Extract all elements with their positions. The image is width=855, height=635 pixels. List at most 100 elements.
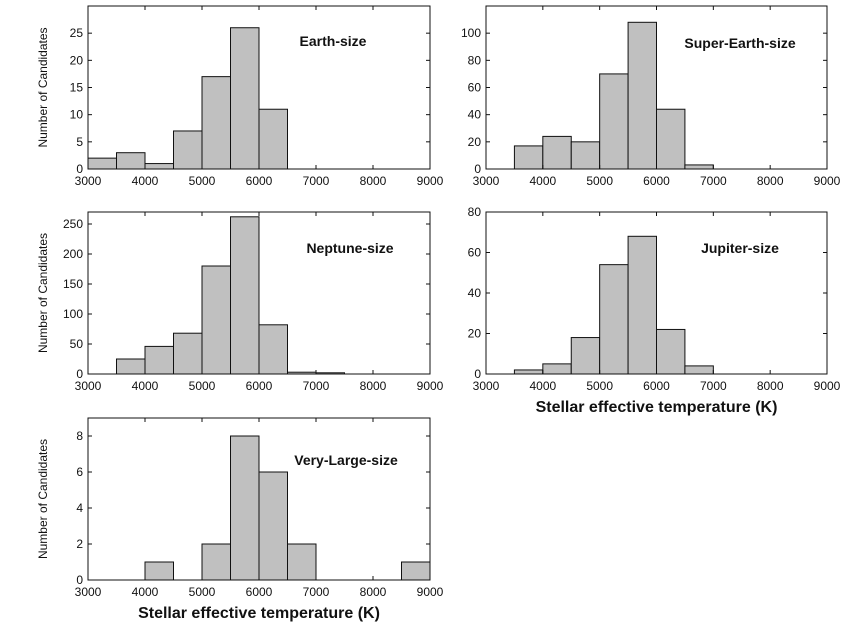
panel-2-x-tick-label: 9000	[814, 174, 841, 188]
panel-4-bar	[542, 363, 572, 375]
panel-4-x-tick-label: 9000	[814, 379, 841, 393]
panel-3-y-tick-label: 0	[76, 367, 83, 381]
panel-4-x-tick-label: 3000	[473, 379, 500, 393]
panel-3-bar	[144, 345, 174, 375]
panel-3-x-tick-label: 9000	[417, 379, 444, 393]
panel-1-x-tick-label: 9000	[417, 174, 444, 188]
panel-3-title: Neptune-size	[306, 240, 393, 256]
panel-2-x-tick-label: 4000	[529, 174, 556, 188]
panel-4-x-tick-label: 4000	[529, 379, 556, 393]
panel-5-bar	[287, 543, 317, 581]
panel-5-x-tick-label: 4000	[132, 585, 159, 599]
panel-2-bar	[627, 21, 657, 170]
panel-1-y-tick-label: 20	[70, 53, 84, 67]
panel-3-bar	[258, 324, 288, 375]
panel-5-x-tick-label: 6000	[246, 585, 273, 599]
panel-1-x-tick-label: 8000	[360, 174, 387, 188]
panel-2-title: Super-Earth-size	[684, 35, 795, 51]
panel-5-title: Very-Large-size	[294, 452, 398, 468]
panel-2-bar	[599, 73, 629, 170]
panel-3-x-tick-label: 3000	[75, 379, 102, 393]
panel-5-bar	[230, 435, 260, 581]
panel-4-bar	[599, 264, 629, 375]
panel-3-bar	[116, 358, 146, 375]
panel-3-bar	[230, 216, 260, 375]
panel-3-bar	[173, 332, 203, 375]
panel-3-y-tick-label: 200	[63, 247, 83, 261]
panel-4-y-tick-label: 80	[468, 205, 482, 219]
panel-1-bar	[230, 27, 260, 170]
panel-2-x-tick-label: 5000	[586, 174, 613, 188]
panel-5-y-tick-label: 6	[76, 465, 83, 479]
panel-5-x-tick-label: 3000	[75, 585, 102, 599]
panel-1-bar	[173, 130, 203, 170]
panel-5-bar	[258, 471, 288, 581]
panel-2-y-tick-label: 40	[468, 108, 482, 122]
panel-2-y-tick-label: 20	[468, 135, 482, 149]
panel-5-y-tick-label: 8	[76, 429, 83, 443]
panel-1-title: Earth-size	[300, 33, 367, 49]
panel-2-x-tick-label: 8000	[757, 174, 784, 188]
panel-4-bar	[570, 337, 601, 375]
panel-4-x-axis-label: Stellar effective temperature (K)	[536, 399, 778, 416]
panel-1-y-tick-label: 15	[70, 81, 84, 95]
panel-5-bar	[401, 561, 431, 581]
panel-4-x-tick-label: 8000	[757, 379, 784, 393]
panel-5-y-tick-label: 4	[76, 501, 83, 515]
panel-3-x-tick-label: 7000	[303, 379, 330, 393]
panel-1-y-axis-label: Number of Candidates	[36, 27, 50, 147]
panel-3-y-tick-label: 250	[63, 217, 83, 231]
panel-2-bar	[542, 135, 572, 170]
panel-1-y-tick-label: 25	[70, 26, 84, 40]
panel-3-y-tick-label: 100	[63, 307, 83, 321]
panel-3-bar	[201, 265, 231, 375]
panel-3-y-tick-label: 150	[63, 277, 83, 291]
panel-4-bar	[684, 365, 714, 375]
panel-4-x-tick-label: 7000	[700, 379, 727, 393]
panel-3-x-tick-label: 4000	[132, 379, 159, 393]
panel-3-x-tick-label: 5000	[189, 379, 216, 393]
panel-3-x-tick-label: 6000	[246, 379, 273, 393]
panel-1-x-tick-label: 5000	[189, 174, 216, 188]
panel-1-bar	[258, 108, 288, 170]
panel-1-y-tick-label: 10	[70, 108, 84, 122]
panel-1-x-tick-label: 3000	[75, 174, 102, 188]
panel-3-y-tick-label: 50	[70, 337, 84, 351]
panel-4-bar	[656, 328, 686, 375]
panel-4-x-tick-label: 6000	[643, 379, 670, 393]
panel-2-x-tick-label: 3000	[473, 174, 500, 188]
panel-4-y-tick-label: 20	[468, 327, 482, 341]
panel-2-y-tick-label: 100	[461, 26, 481, 40]
panel-5-x-tick-label: 8000	[360, 585, 387, 599]
panel-1-y-tick-label: 0	[76, 162, 83, 176]
panel-5-y-axis-label: Number of Candidates	[36, 439, 50, 559]
panel-2-y-tick-label: 80	[468, 53, 482, 67]
panel-2-x-tick-label: 6000	[643, 174, 670, 188]
panel-1-bar	[144, 163, 174, 170]
panel-2-bar	[513, 145, 544, 170]
panel-5-x-tick-label: 5000	[189, 585, 216, 599]
panel-2-y-tick-label: 60	[468, 81, 482, 95]
panel-4-x-tick-label: 5000	[586, 379, 613, 393]
panel-1-y-tick-label: 5	[76, 135, 83, 149]
panel-5-y-tick-label: 2	[76, 537, 83, 551]
panel-2-y-tick-label: 0	[474, 162, 481, 176]
panel-5-bar	[144, 561, 174, 581]
panel-1-x-tick-label: 7000	[303, 174, 330, 188]
panel-2-bar	[570, 141, 601, 170]
panel-3-x-tick-label: 8000	[360, 379, 387, 393]
panel-4-y-tick-label: 40	[468, 286, 482, 300]
panel-1-x-tick-label: 6000	[246, 174, 273, 188]
panel-4-title: Jupiter-size	[701, 240, 779, 256]
panel-4-bar	[513, 369, 544, 375]
panel-2-bar	[684, 164, 714, 170]
panel-3-y-axis-label: Number of Candidates	[36, 233, 50, 353]
panel-2-bar	[656, 108, 686, 170]
panel-2-x-tick-label: 7000	[700, 174, 727, 188]
panel-5-x-tick-label: 7000	[303, 585, 330, 599]
panel-5-x-axis-label: Stellar effective temperature (K)	[138, 605, 380, 622]
panel-4-y-tick-label: 60	[468, 246, 482, 260]
panel-4-bar	[627, 235, 657, 375]
panel-5-x-tick-label: 9000	[417, 585, 444, 599]
